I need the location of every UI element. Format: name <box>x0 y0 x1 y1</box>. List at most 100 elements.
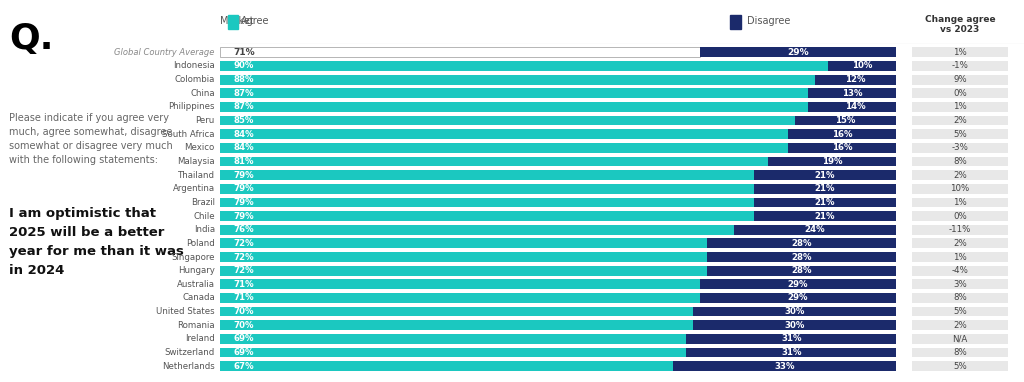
Text: 21%: 21% <box>815 171 836 180</box>
FancyBboxPatch shape <box>912 361 1008 371</box>
Bar <box>768 157 896 167</box>
Text: 12%: 12% <box>845 75 865 84</box>
Text: Indonesia: Indonesia <box>173 62 215 70</box>
FancyBboxPatch shape <box>912 225 1008 235</box>
Text: 21%: 21% <box>815 212 836 220</box>
Text: Change agree
vs 2023: Change agree vs 2023 <box>925 15 995 34</box>
Text: 9%: 9% <box>953 75 967 84</box>
FancyBboxPatch shape <box>912 88 1008 98</box>
FancyBboxPatch shape <box>912 75 1008 84</box>
FancyBboxPatch shape <box>912 348 1008 358</box>
Text: 3%: 3% <box>953 280 967 289</box>
Text: 19%: 19% <box>821 157 842 166</box>
Text: Disagree: Disagree <box>748 16 791 26</box>
Bar <box>754 197 896 207</box>
Text: China: China <box>190 89 215 98</box>
Text: Please indicate if you agree very
much, agree somewhat, disagree
somewhat or dis: Please indicate if you agree very much, … <box>9 113 173 165</box>
Bar <box>754 184 896 194</box>
Text: Global Country Average: Global Country Average <box>115 48 215 57</box>
Text: 29%: 29% <box>787 280 808 289</box>
Bar <box>787 129 896 139</box>
FancyBboxPatch shape <box>912 211 1008 221</box>
Text: 0%: 0% <box>953 89 967 98</box>
Text: Brazil: Brazil <box>190 198 215 207</box>
Text: 85%: 85% <box>233 116 254 125</box>
Text: 87%: 87% <box>233 102 254 112</box>
Text: Poland: Poland <box>186 239 215 248</box>
Text: 2%: 2% <box>953 321 967 330</box>
Bar <box>707 266 896 275</box>
Text: 31%: 31% <box>781 348 802 357</box>
Text: Australia: Australia <box>177 280 215 289</box>
Bar <box>220 102 808 112</box>
Text: 8%: 8% <box>953 293 967 303</box>
Bar <box>220 279 700 289</box>
Text: 30%: 30% <box>784 321 805 330</box>
Text: 14%: 14% <box>845 102 865 112</box>
Bar <box>220 293 700 303</box>
Text: 70%: 70% <box>233 307 254 316</box>
Text: 5%: 5% <box>953 307 967 316</box>
Text: Netherlands: Netherlands <box>162 362 215 371</box>
Bar <box>220 47 700 57</box>
Text: 28%: 28% <box>792 253 812 262</box>
FancyBboxPatch shape <box>912 197 1008 207</box>
Text: Malaysia: Malaysia <box>177 157 215 166</box>
Bar <box>754 170 896 180</box>
FancyBboxPatch shape <box>912 266 1008 275</box>
Bar <box>707 238 896 248</box>
Bar <box>220 307 693 317</box>
Bar <box>700 279 896 289</box>
Bar <box>734 225 896 235</box>
Text: Chile: Chile <box>194 212 215 220</box>
Text: Q.: Q. <box>9 22 53 57</box>
Bar <box>220 116 795 125</box>
Text: Argentina: Argentina <box>173 184 215 193</box>
Text: 71%: 71% <box>233 293 254 303</box>
Bar <box>828 61 896 71</box>
Text: 5%: 5% <box>953 129 967 139</box>
Text: 1%: 1% <box>953 253 967 262</box>
Text: United States: United States <box>156 307 215 316</box>
Text: Hungary: Hungary <box>178 266 215 275</box>
FancyBboxPatch shape <box>912 307 1008 317</box>
Bar <box>228 15 239 29</box>
Text: Mexico: Mexico <box>184 143 215 152</box>
Text: Peru: Peru <box>196 116 215 125</box>
FancyBboxPatch shape <box>912 61 1008 71</box>
Bar <box>673 361 896 371</box>
Text: 69%: 69% <box>233 348 254 357</box>
Bar <box>795 116 896 125</box>
FancyBboxPatch shape <box>912 279 1008 289</box>
Text: 15%: 15% <box>836 116 855 125</box>
FancyBboxPatch shape <box>912 334 1008 344</box>
Text: 72%: 72% <box>233 253 254 262</box>
FancyBboxPatch shape <box>912 170 1008 180</box>
Text: 2%: 2% <box>953 171 967 180</box>
FancyBboxPatch shape <box>912 320 1008 330</box>
Text: 70%: 70% <box>233 321 254 330</box>
Bar <box>220 334 686 344</box>
Bar <box>220 252 707 262</box>
Text: 76%: 76% <box>233 225 254 234</box>
Text: 29%: 29% <box>787 293 808 303</box>
Text: Switzerland: Switzerland <box>165 348 215 357</box>
Text: 71%: 71% <box>233 280 254 289</box>
Text: 21%: 21% <box>815 198 836 207</box>
Bar <box>808 88 896 98</box>
Text: 69%: 69% <box>233 334 254 343</box>
Text: 29%: 29% <box>787 48 809 57</box>
Text: 87%: 87% <box>233 89 254 98</box>
Text: 13%: 13% <box>842 89 862 98</box>
Text: Philippines: Philippines <box>168 102 215 112</box>
Bar <box>787 143 896 153</box>
Text: 16%: 16% <box>831 129 852 139</box>
Text: -4%: -4% <box>951 266 969 275</box>
Text: India: India <box>194 225 215 234</box>
Text: 71%: 71% <box>233 48 255 57</box>
Text: 84%: 84% <box>233 129 254 139</box>
FancyBboxPatch shape <box>912 102 1008 112</box>
Bar <box>220 184 754 194</box>
Text: Thailand: Thailand <box>178 171 215 180</box>
Text: 72%: 72% <box>233 266 254 275</box>
